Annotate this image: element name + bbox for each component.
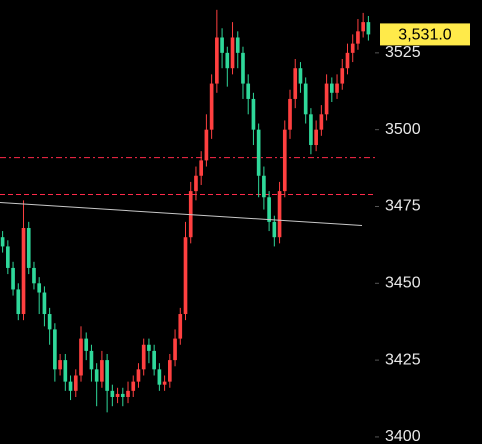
candle-body [6,246,10,268]
candle-body [11,267,15,290]
candle-body [293,68,298,99]
candle-body [120,393,125,397]
candle-body [147,344,151,351]
candle-body [225,52,230,69]
candle-body [209,83,214,130]
candle-body [288,98,292,130]
candle-body [183,237,188,315]
candle-body [345,52,350,69]
candle-body [262,175,266,198]
candle-body [356,31,360,44]
candle-body [282,129,287,192]
candle-body [173,338,177,361]
candle-body [115,393,120,397]
candle-body [267,197,271,222]
candle-body [314,129,318,146]
trend-line [0,201,363,227]
candle-body [215,37,219,84]
candle-body [235,37,240,53]
candle-body [94,369,99,382]
candle-body [47,314,52,330]
candle-body [126,390,130,397]
candle-body [335,83,339,93]
candle-body [141,344,146,370]
y-tick-label: 3450 [385,275,421,292]
y-tick-label: 3475 [385,198,421,215]
candle-body [230,37,235,69]
candle-body [152,350,156,370]
candle-body [58,360,62,370]
candle-body [37,283,42,293]
candle-body [79,338,83,376]
candle-body [84,338,89,351]
candle-body [53,329,57,370]
candle-body [110,390,115,397]
candle-body [199,160,204,176]
candle-body [241,52,245,84]
candle-body [21,227,26,315]
candle-body [204,129,209,161]
candle-body [256,129,261,176]
candle-body [251,98,256,130]
candle-body [131,381,136,391]
candle-body [0,237,5,247]
candle-body [340,68,345,84]
candle-body [157,369,162,385]
candle-body [303,83,308,115]
candle-body [105,360,109,391]
candle-body [309,114,313,146]
candle-body [89,350,94,370]
y-tick-label: 3400 [385,428,421,444]
candle-body [68,381,73,391]
candle-body [220,37,224,53]
candle-body [42,292,47,315]
last-price-label: 3,531.0 [398,27,451,44]
candle-body [329,83,334,93]
candle-body [277,191,282,238]
y-tick-label: 3525 [385,44,421,61]
candle-body [298,68,303,84]
candle-body [16,289,21,315]
last-price-box [380,23,470,46]
candle-body [26,227,31,268]
candle-body [366,22,371,35]
candle-body [32,267,36,284]
candle-body [167,360,172,382]
candle-body [162,381,167,385]
candle-body [73,375,78,391]
candle-body [324,83,329,115]
candle-body [178,314,183,339]
candle-body [63,360,68,382]
candle-body [194,175,198,192]
candle-body [136,369,141,382]
candle-body [246,83,251,99]
candle-body [361,22,365,32]
candle-body [100,360,104,382]
candle-body [319,114,324,130]
candle-body [350,43,355,53]
candle-body [272,221,277,238]
y-tick-label: 3425 [385,351,421,368]
y-tick-label: 3500 [385,121,421,138]
